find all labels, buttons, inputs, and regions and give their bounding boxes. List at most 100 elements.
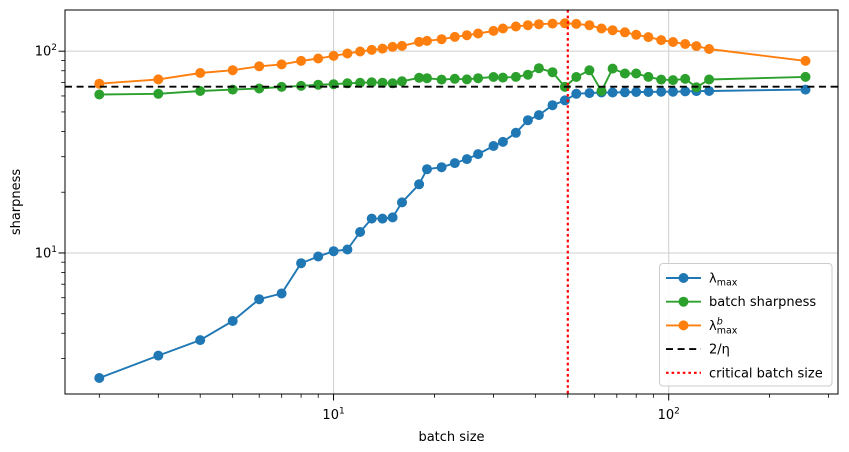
series-lambda-max-b-marker bbox=[473, 28, 484, 39]
series-lambda-max-b-marker bbox=[571, 18, 582, 29]
series-lambda-max-b-marker bbox=[668, 37, 678, 47]
series-lambda-max-b-marker bbox=[387, 41, 398, 52]
legend-label-lambda-max-b: λb max bbox=[709, 316, 738, 336]
series-lambda-max-b-marker bbox=[436, 34, 447, 45]
series-lambda-max-b-marker bbox=[607, 25, 618, 36]
series-lambda-max-b-marker bbox=[397, 40, 407, 51]
legend-box bbox=[659, 263, 833, 387]
series-lambda-max-marker bbox=[584, 88, 595, 99]
series-lambda-max-marker bbox=[522, 115, 533, 126]
series-lambda-max-b-marker bbox=[522, 20, 533, 31]
series-batch-sharpness-marker bbox=[656, 74, 667, 85]
series-lambda-max-marker bbox=[436, 162, 447, 173]
series-lambda-max-b-marker bbox=[559, 18, 570, 29]
series-lambda-max-marker bbox=[313, 251, 324, 262]
series-batch-sharpness-marker bbox=[547, 67, 558, 78]
series-lambda-max-marker bbox=[704, 86, 715, 96]
series-lambda-max-marker bbox=[355, 227, 366, 237]
series-batch-sharpness-marker bbox=[522, 69, 533, 80]
legend-marker-batch-sharpness bbox=[678, 296, 689, 307]
legend-marker-lambda-max bbox=[678, 273, 689, 283]
series-lambda-max-marker bbox=[296, 258, 307, 269]
series-lambda-max-marker bbox=[195, 335, 206, 346]
series-batch-sharpness-marker bbox=[397, 76, 407, 87]
series-batch-sharpness-marker bbox=[643, 71, 654, 82]
series-lambda-max-b-marker bbox=[596, 23, 607, 34]
series-lambda-max-marker bbox=[488, 141, 499, 151]
series-lambda-max-b-marker bbox=[461, 30, 472, 41]
series-batch-sharpness-marker bbox=[533, 63, 544, 74]
series-lambda-max-marker bbox=[643, 87, 654, 97]
series-lambda-max-b-marker bbox=[328, 50, 339, 61]
series-lambda-max-marker bbox=[94, 373, 105, 383]
series-lambda-max-marker bbox=[377, 213, 388, 224]
series-lambda-max-marker bbox=[533, 110, 544, 121]
series-lambda-max-marker bbox=[414, 179, 425, 190]
series-batch-sharpness-marker bbox=[328, 79, 339, 90]
series-lambda-max-b-marker bbox=[704, 44, 715, 54]
series-batch-sharpness-marker bbox=[94, 89, 105, 100]
y-tick-label: 101 bbox=[35, 245, 57, 262]
series-lambda-max-marker bbox=[497, 136, 508, 147]
series-batch-sharpness-marker bbox=[436, 74, 447, 85]
y-tick-label: 102 bbox=[35, 43, 57, 60]
series-lambda-max-b-marker bbox=[800, 55, 811, 66]
series-batch-sharpness-marker bbox=[631, 68, 642, 79]
series-batch-sharpness-marker bbox=[377, 77, 388, 88]
x-axis-label: batch size bbox=[418, 430, 484, 445]
series-batch-sharpness-marker bbox=[276, 81, 287, 92]
series-lambda-max-b-marker bbox=[631, 29, 642, 40]
series-lambda-max-b-marker bbox=[366, 44, 377, 55]
series-lambda-max-marker bbox=[631, 87, 642, 97]
series-batch-sharpness-marker bbox=[800, 71, 811, 82]
series-lambda-max-marker bbox=[547, 100, 558, 111]
series-batch-sharpness-marker bbox=[422, 73, 432, 84]
legend: λmax batch sharpness λb max 2/η critical batc… bbox=[659, 263, 833, 387]
series-lambda-max-b-marker bbox=[533, 19, 544, 30]
series-lambda-max-marker bbox=[461, 154, 472, 165]
series-lambda-max-b-marker bbox=[377, 43, 388, 54]
series-batch-sharpness-marker bbox=[510, 71, 521, 82]
series-batch-sharpness-marker bbox=[668, 75, 678, 86]
series-lambda-max-marker bbox=[680, 86, 691, 97]
series-lambda-max-marker bbox=[254, 294, 265, 305]
y-axis-label: sharpness bbox=[9, 169, 24, 236]
series-lambda-max-marker bbox=[328, 246, 339, 257]
x-tick-label: 101 bbox=[322, 407, 344, 424]
series-lambda-max-b-marker bbox=[449, 31, 460, 42]
plot-spines bbox=[64, 9, 839, 395]
series-batch-sharpness-marker bbox=[497, 72, 508, 83]
series-batch-sharpness-marker bbox=[619, 68, 630, 79]
legend-label-two-over-eta: 2/η bbox=[709, 343, 730, 358]
legend-label-lambda-max: λmax bbox=[709, 272, 738, 289]
series-lambda-max-b-marker bbox=[691, 41, 702, 52]
series-lambda-max-b-marker bbox=[195, 68, 206, 78]
series-lambda-max-b-marker bbox=[619, 27, 630, 38]
series-lambda-max-b-marker bbox=[422, 35, 432, 46]
axis-ticks bbox=[58, 50, 830, 401]
series-batch-sharpness-marker bbox=[153, 88, 164, 99]
series-lambda-max-b-marker bbox=[355, 46, 366, 57]
series-batch-sharpness-marker bbox=[313, 79, 324, 90]
series-lambda-max-b-marker bbox=[497, 23, 508, 34]
series-lambda-max-marker bbox=[619, 87, 630, 98]
series-lambda-max-b-marker bbox=[254, 61, 265, 72]
series-batch-sharpness-marker bbox=[461, 74, 472, 85]
legend-marker-lambda-max-b bbox=[678, 320, 689, 331]
series-lambda-max-marker bbox=[510, 127, 521, 138]
series-lambda-max-b-marker bbox=[342, 48, 353, 59]
series-lambda-max-b-marker bbox=[510, 21, 521, 32]
series-lambda-max-marker bbox=[387, 212, 398, 223]
series-lambda-max-b-marker bbox=[656, 35, 667, 46]
series-lambda-max-b-marker bbox=[414, 36, 425, 47]
series-batch-sharpness-marker bbox=[254, 83, 265, 94]
series-lambda-max-marker bbox=[227, 316, 238, 326]
x-tick-label: 102 bbox=[658, 407, 680, 424]
series-lambda-max-marker bbox=[473, 149, 484, 160]
series-lambda-max-marker bbox=[668, 86, 678, 97]
series-batch-sharpness-marker bbox=[449, 73, 460, 84]
series-lambda-max-b-marker bbox=[296, 55, 307, 66]
series-lambda-max-marker bbox=[366, 213, 377, 224]
